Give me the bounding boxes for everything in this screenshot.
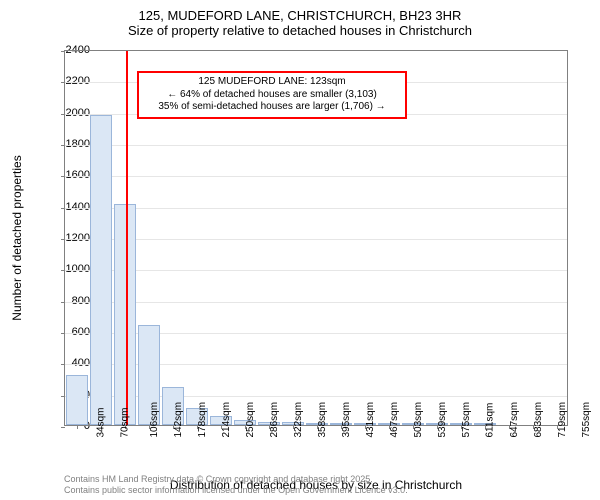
y-tick-mark [61,333,65,334]
property-callout: 125 MUDEFORD LANE: 123sqm← 64% of detach… [137,71,407,119]
x-tick-label: 106sqm [149,402,160,438]
x-tick-label: 178sqm [197,402,208,438]
y-tick-mark [61,114,65,115]
title-line-2: Size of property relative to detached ho… [0,23,600,38]
y-tick-mark [61,145,65,146]
x-tick-label: 647sqm [509,402,520,438]
x-tick-label: 683sqm [533,402,544,438]
gridline [65,239,567,240]
histogram-bar [114,204,137,425]
y-tick-mark [61,82,65,83]
x-tick-label: 539sqm [437,402,448,438]
callout-line-1: 125 MUDEFORD LANE: 123sqm [145,76,399,89]
chart-area: 125 MUDEFORD LANE: 123sqm← 64% of detach… [64,50,568,426]
x-tick-label: 575sqm [461,402,472,438]
y-tick-mark [61,176,65,177]
callout-line-2: ← 64% of detached houses are smaller (3,… [145,89,399,102]
y-tick-mark [61,302,65,303]
callout-line-3: 35% of semi-detached houses are larger (… [145,101,399,114]
x-tick-label: 611sqm [484,403,495,438]
footer-line-2: Contains public sector information licen… [64,485,408,496]
x-tick-label: 503sqm [413,402,424,438]
plot-area: 125 MUDEFORD LANE: 123sqm← 64% of detach… [64,50,568,426]
histogram-bar [90,115,113,425]
x-tick-label: 755sqm [581,402,592,438]
x-tick-label: 34sqm [96,407,107,437]
gridline [65,176,567,177]
y-axis-label: Number of detached properties [10,155,24,320]
y-tick-mark [61,364,65,365]
title-line-1: 125, MUDEFORD LANE, CHRISTCHURCH, BH23 3… [0,8,600,23]
y-tick-mark [61,51,65,52]
y-tick-mark [61,396,65,397]
footer-line-1: Contains HM Land Registry data © Crown c… [64,474,408,485]
x-tick-label: 719sqm [557,402,568,438]
x-tick-label: 358sqm [317,402,328,438]
x-tick-label: 467sqm [389,402,400,438]
y-tick-mark [61,208,65,209]
histogram-bar [66,375,89,425]
gridline [65,270,567,271]
x-tick-label: 286sqm [269,402,280,438]
property-marker-line [126,51,128,425]
x-tick-label: 322sqm [293,402,304,438]
gridline [65,145,567,146]
x-tick-label: 214sqm [221,402,232,438]
x-tick-label: 431sqm [365,402,376,438]
y-tick-mark [61,239,65,240]
x-tick-mark [77,425,78,429]
x-tick-label: 395sqm [341,402,352,438]
gridline [65,208,567,209]
y-tick-mark [61,270,65,271]
y-tick-mark [61,427,65,428]
chart-title: 125, MUDEFORD LANE, CHRISTCHURCH, BH23 3… [0,0,600,38]
x-tick-label: 250sqm [245,402,256,438]
x-tick-label: 70sqm [120,407,131,437]
footer-attribution: Contains HM Land Registry data © Crown c… [64,474,408,496]
x-tick-label: 142sqm [173,402,184,438]
gridline [65,302,567,303]
